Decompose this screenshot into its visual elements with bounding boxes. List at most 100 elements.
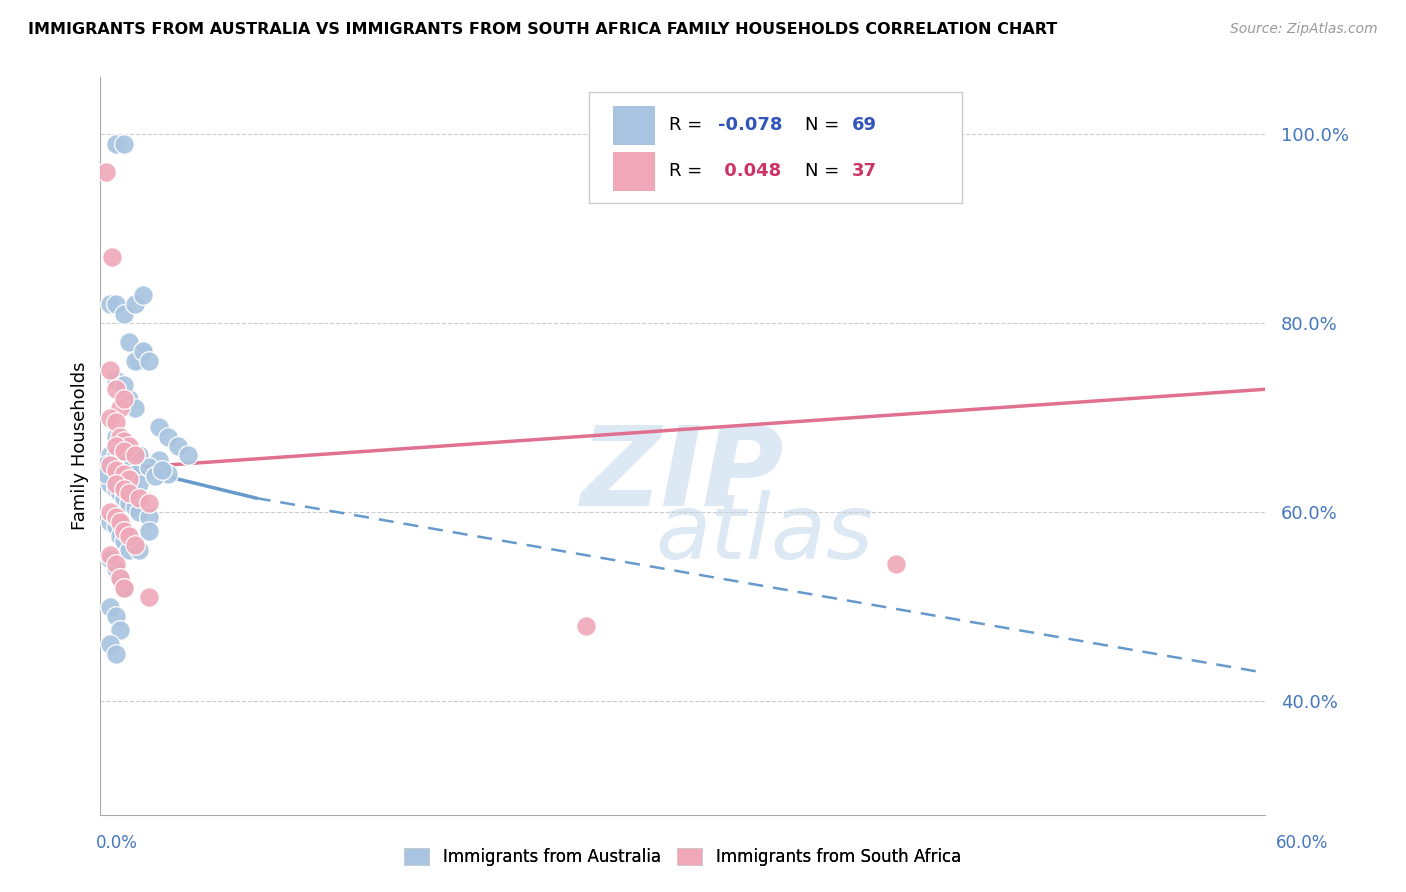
Point bbox=[124, 467, 146, 482]
Point bbox=[98, 552, 121, 566]
Point bbox=[128, 354, 150, 368]
Text: 0.0%: 0.0% bbox=[96, 834, 138, 852]
Point bbox=[138, 524, 160, 538]
Point bbox=[98, 599, 121, 614]
Point bbox=[108, 529, 131, 543]
Point bbox=[112, 533, 135, 548]
Point bbox=[112, 482, 135, 496]
Point bbox=[101, 250, 124, 264]
Point bbox=[118, 472, 141, 486]
Text: N =: N = bbox=[804, 117, 845, 135]
FancyBboxPatch shape bbox=[613, 106, 655, 145]
Point bbox=[96, 165, 118, 179]
Point bbox=[98, 363, 121, 377]
Point bbox=[104, 482, 127, 496]
Point bbox=[167, 439, 190, 453]
Point bbox=[108, 453, 131, 467]
Point bbox=[104, 476, 127, 491]
Point bbox=[104, 557, 127, 571]
Point bbox=[98, 476, 121, 491]
Point bbox=[128, 476, 150, 491]
Point bbox=[118, 496, 141, 510]
Point bbox=[148, 420, 170, 434]
Point bbox=[118, 472, 141, 486]
Point bbox=[98, 410, 121, 425]
Point bbox=[148, 453, 170, 467]
Point bbox=[104, 647, 127, 661]
Text: N =: N = bbox=[804, 162, 845, 180]
Point bbox=[128, 491, 150, 505]
Point bbox=[104, 509, 127, 524]
Point bbox=[96, 467, 118, 482]
Point bbox=[108, 429, 131, 443]
Point bbox=[124, 354, 146, 368]
Point bbox=[108, 401, 131, 416]
Text: 0.048: 0.048 bbox=[717, 162, 780, 180]
Text: ZIP: ZIP bbox=[581, 422, 785, 529]
Point bbox=[128, 543, 150, 558]
Point bbox=[112, 581, 135, 595]
Point bbox=[98, 458, 121, 472]
Point bbox=[884, 557, 907, 571]
Point bbox=[98, 505, 121, 519]
Text: 37: 37 bbox=[852, 162, 876, 180]
Text: R =: R = bbox=[669, 162, 707, 180]
Point bbox=[128, 449, 150, 463]
Point bbox=[104, 373, 127, 387]
Point bbox=[104, 416, 127, 430]
Point bbox=[118, 392, 141, 406]
Point bbox=[138, 591, 160, 605]
Point bbox=[152, 462, 174, 476]
Point bbox=[108, 515, 131, 529]
Text: 69: 69 bbox=[852, 117, 876, 135]
Text: IMMIGRANTS FROM AUSTRALIA VS IMMIGRANTS FROM SOUTH AFRICA FAMILY HOUSEHOLDS CORR: IMMIGRANTS FROM AUSTRALIA VS IMMIGRANTS … bbox=[28, 22, 1057, 37]
Point bbox=[118, 443, 141, 458]
Point bbox=[112, 469, 135, 483]
Point bbox=[124, 401, 146, 416]
Point bbox=[112, 581, 135, 595]
Point bbox=[98, 297, 121, 311]
Point bbox=[112, 467, 135, 482]
Text: 60.0%: 60.0% bbox=[1277, 834, 1329, 852]
Point bbox=[118, 543, 141, 558]
Point bbox=[108, 571, 131, 585]
Point bbox=[132, 344, 155, 359]
Point bbox=[104, 429, 127, 443]
Point bbox=[104, 462, 127, 476]
Legend: Immigrants from Australia, Immigrants from South Africa: Immigrants from Australia, Immigrants fr… bbox=[398, 841, 967, 872]
Point bbox=[112, 377, 135, 392]
Text: R =: R = bbox=[669, 117, 707, 135]
Point bbox=[132, 287, 155, 301]
Point bbox=[128, 505, 150, 519]
Point bbox=[138, 459, 160, 474]
Point bbox=[112, 443, 135, 458]
Point bbox=[143, 469, 166, 483]
Point bbox=[176, 449, 198, 463]
Point bbox=[132, 344, 155, 359]
Point bbox=[138, 354, 160, 368]
Point bbox=[112, 392, 135, 406]
Point bbox=[98, 637, 121, 651]
Point bbox=[112, 434, 135, 449]
Point bbox=[574, 618, 596, 632]
Point bbox=[124, 449, 146, 463]
Point bbox=[112, 136, 135, 151]
FancyBboxPatch shape bbox=[613, 153, 655, 191]
Point bbox=[157, 429, 180, 443]
Point bbox=[118, 439, 141, 453]
Point bbox=[112, 524, 135, 538]
Point bbox=[96, 458, 118, 472]
Point bbox=[108, 486, 131, 500]
Point bbox=[124, 500, 146, 515]
Point bbox=[108, 624, 131, 638]
Point bbox=[104, 609, 127, 624]
Point bbox=[104, 382, 127, 396]
Point bbox=[112, 491, 135, 505]
FancyBboxPatch shape bbox=[589, 92, 962, 202]
Text: Source: ZipAtlas.com: Source: ZipAtlas.com bbox=[1230, 22, 1378, 37]
Point bbox=[112, 439, 135, 453]
Point bbox=[104, 439, 127, 453]
Point bbox=[104, 562, 127, 576]
Point bbox=[118, 486, 141, 500]
Text: atlas: atlas bbox=[655, 491, 873, 578]
